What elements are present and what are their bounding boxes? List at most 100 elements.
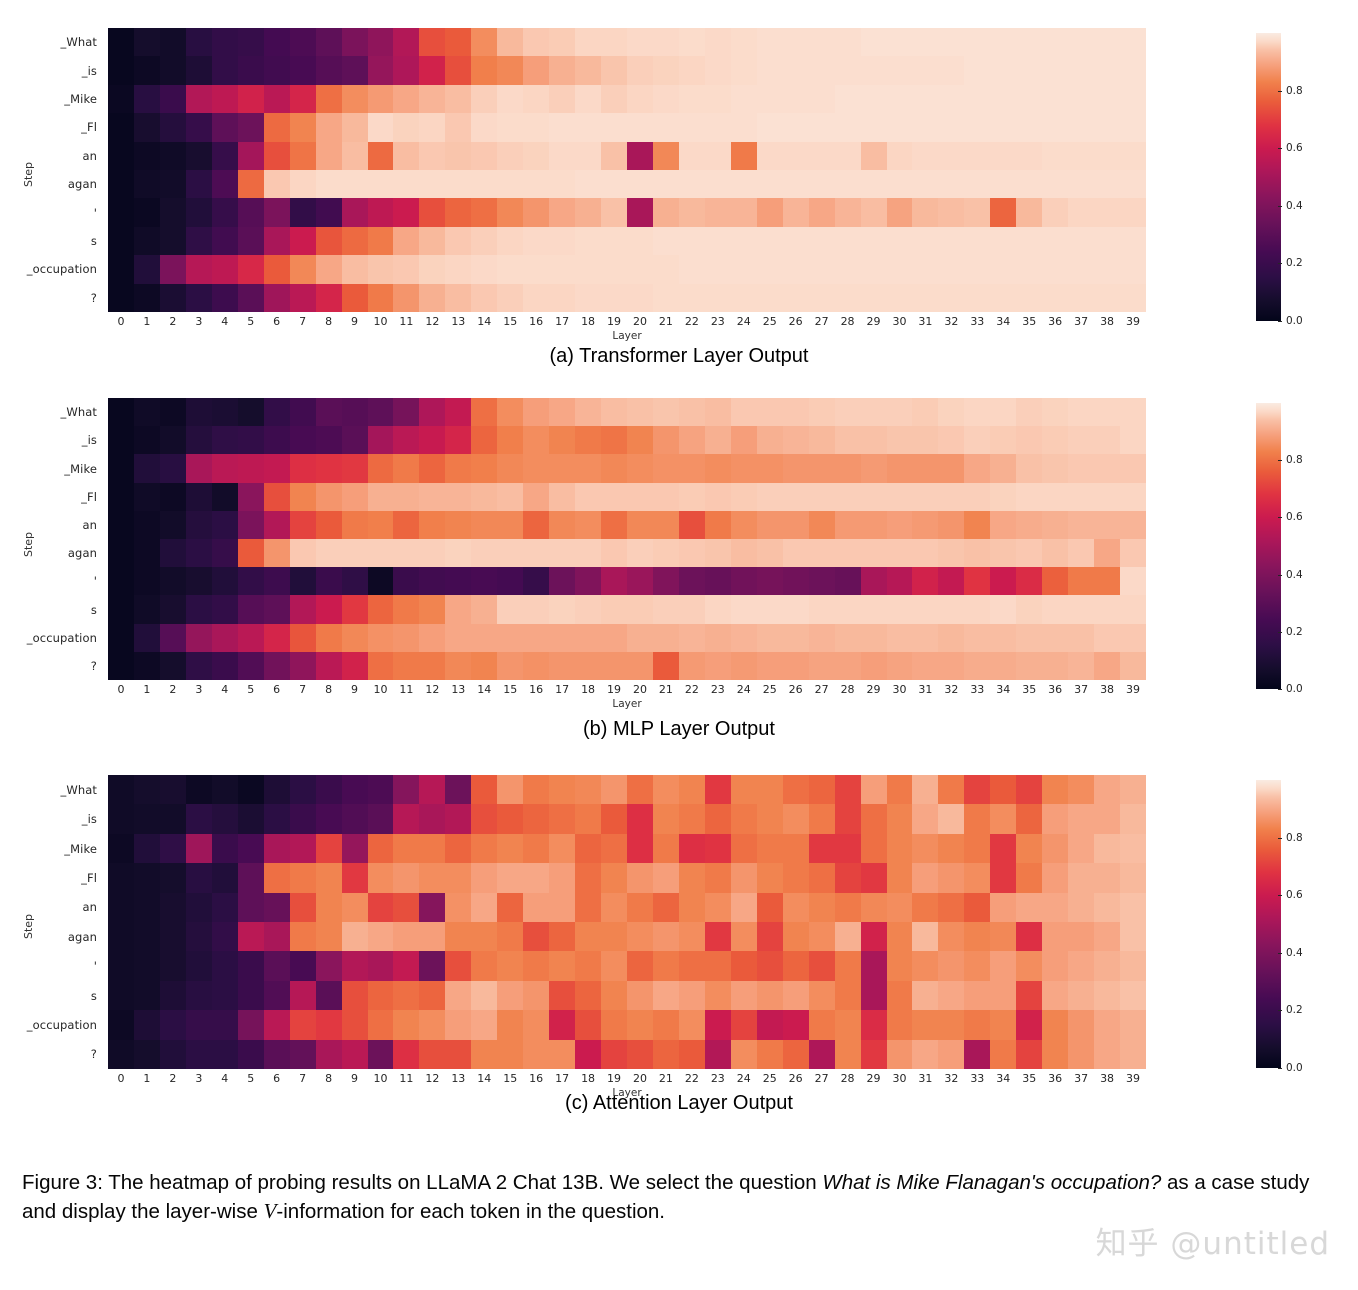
heatmap-cell [159,198,186,227]
heatmap-cell [549,863,576,893]
heatmap-cell [704,398,731,427]
heatmap-cell [627,482,653,511]
x-tick: 16 [529,315,544,328]
heatmap-cell [367,539,394,568]
heatmap-cell [601,283,627,312]
heatmap-cell [367,595,394,624]
heatmap-cell [1068,226,1095,256]
heatmap-cell [1094,141,1121,170]
heatmap-cell [108,539,134,568]
heatmap-cell [964,283,991,312]
heatmap-cell [289,980,316,1011]
heatmap-cell [1042,198,1069,227]
heatmap-cell [263,651,290,680]
colorbar-tick: 0.0 [1278,1062,1303,1074]
heatmap-cell [834,454,861,483]
heatmap-cell [108,198,134,227]
heatmap-cell [834,921,861,952]
heatmap-cell [108,775,134,805]
heatmap-cell [1120,398,1146,427]
heatmap-cell [341,283,368,312]
heatmap-cell [211,84,238,114]
x-tick: 30 [892,315,907,328]
heatmap-cell [990,863,1017,893]
heatmap-cell [1068,510,1095,539]
heatmap-cell [471,141,498,170]
heatmap-cell [1120,863,1146,893]
heatmap-cell [393,651,420,680]
heatmap-cell [782,651,809,680]
heatmap-cell [1120,1010,1146,1040]
heatmap-cell [367,804,394,834]
heatmap-cell [237,892,264,922]
heatmap-cell [652,198,679,227]
heatmap-cell [315,804,342,834]
heatmap-cell [627,1010,653,1040]
heatmap-cell [471,892,498,922]
heatmap-cell [704,595,731,624]
x-tick: 2 [169,683,177,696]
heatmap-cell [1016,28,1043,57]
heatmap-cell [523,863,550,893]
heatmap-cell [964,226,991,256]
heatmap-cell [315,198,342,227]
heatmap-cell [419,398,446,427]
heatmap-cell [1120,595,1146,624]
heatmap-cell [1068,1039,1095,1069]
y-tick: an [82,900,97,915]
heatmap-cell [263,141,290,170]
heatmap-cell [367,84,394,114]
heatmap-cell [108,482,134,511]
heatmap-cell [367,255,394,284]
heatmap-cell [808,833,835,864]
colorbar-ticks: 0.0 0.2 0.4 0.6 0.8 [1278,403,1351,695]
heatmap-cell [704,56,731,85]
x-tick: 7 [299,1072,307,1085]
heatmap-cell [237,141,264,170]
heatmap-cell [1042,226,1069,256]
heatmap-cell [756,980,783,1011]
heatmap-cell [1068,567,1095,596]
heatmap-cell [133,454,160,483]
heatmap-cell [497,398,524,427]
heatmap-cell [159,595,186,624]
heatmap-cell [1068,169,1095,199]
panel-c-caption: (c) Attention Layer Output [565,1092,793,1114]
heatmap-cell [445,141,472,170]
heatmap-cell [1094,980,1121,1011]
heatmap-cell [1016,833,1043,864]
x-tick: 6 [273,1072,281,1085]
heatmap-cell [289,56,316,85]
heatmap-cell [1120,833,1146,864]
heatmap-cell [315,980,342,1011]
heatmap-cell [289,951,316,981]
panel-b-x-ticklabels: 0 1 2 3 4 5 6 7 8 9 10 11 12 13 14 15 16 17 18 19 20 21 22 23 24… [108,682,1146,698]
x-tick: 5 [247,315,255,328]
x-tick: 8 [325,683,333,696]
heatmap-cell [159,169,186,199]
heatmap-cell [782,539,809,568]
heatmap-cell [990,775,1017,805]
heatmap-cell [964,426,991,455]
heatmap-cell [782,398,809,427]
heatmap-cell [1042,56,1069,85]
heatmap-cell [1016,255,1043,284]
heatmap-cell [704,863,731,893]
heatmap-cell [1094,454,1121,483]
heatmap-cell [549,892,576,922]
heatmap-cell [445,482,472,511]
heatmap-cell [678,863,705,893]
heatmap-cell [341,426,368,455]
heatmap-cell [108,595,134,624]
heatmap-cell [419,226,446,256]
heatmap-cell [497,283,524,312]
heatmap-cell [938,804,965,834]
heatmap-cell [990,833,1017,864]
heatmap-cell [133,398,160,427]
heatmap-cell [289,226,316,256]
heatmap-cell [652,454,679,483]
heatmap-cell [912,426,939,455]
heatmap-cell [108,980,134,1011]
heatmap-cell [1042,595,1069,624]
x-tick: 23 [710,1072,725,1085]
